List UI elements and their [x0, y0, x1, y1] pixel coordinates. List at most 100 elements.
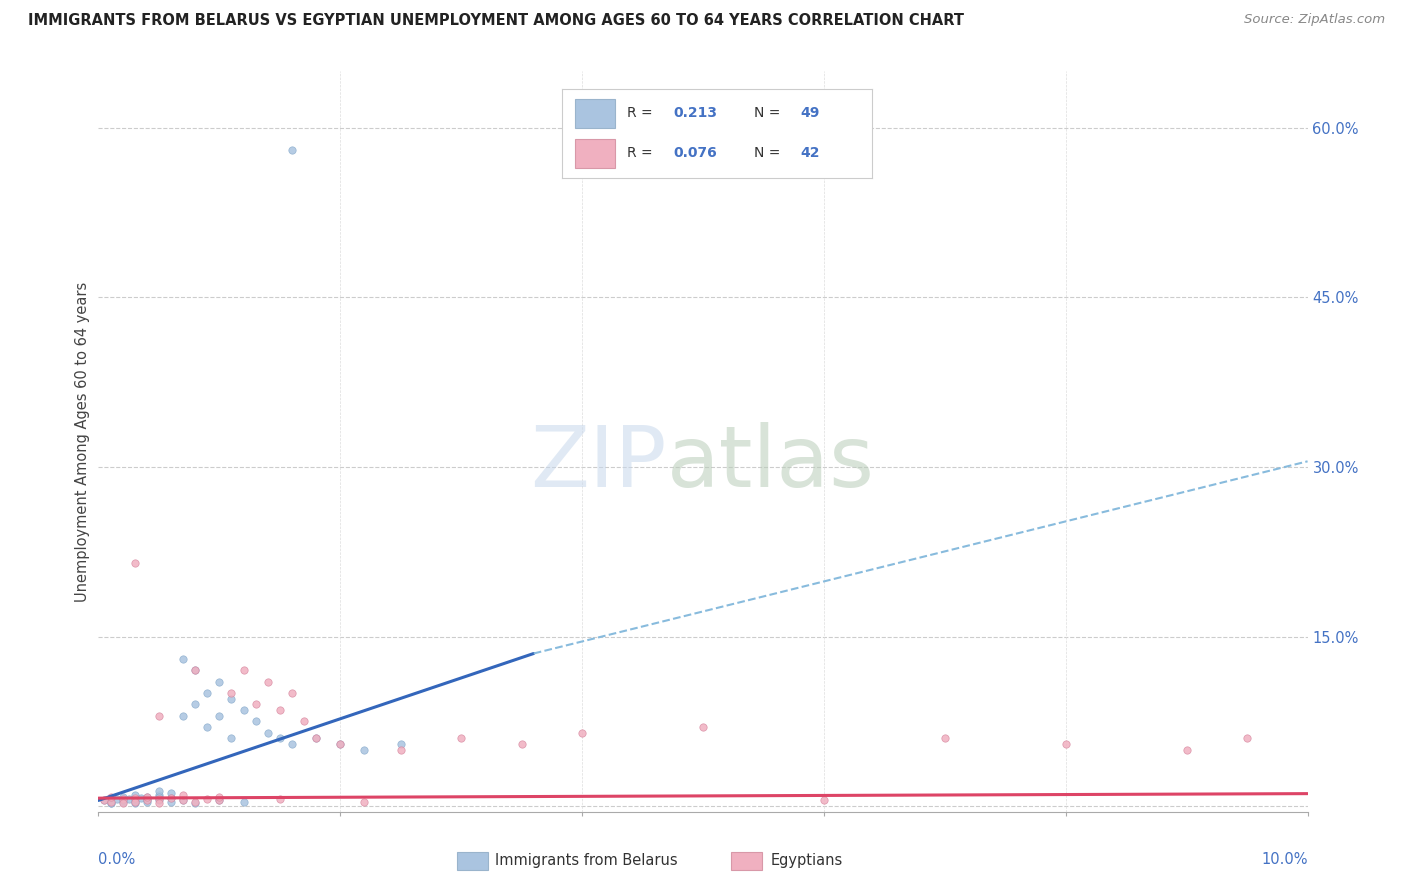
Point	[111, 793, 134, 807]
Point	[305, 731, 328, 746]
Text: atlas: atlas	[666, 422, 875, 505]
Point	[124, 791, 146, 805]
Point	[184, 664, 207, 678]
Point	[148, 792, 170, 806]
Text: N =: N =	[754, 146, 785, 161]
Text: 0.076: 0.076	[673, 146, 717, 161]
Point	[305, 731, 328, 746]
Point	[100, 796, 122, 810]
Text: IMMIGRANTS FROM BELARUS VS EGYPTIAN UNEMPLOYMENT AMONG AGES 60 TO 64 YEARS CORRE: IMMIGRANTS FROM BELARUS VS EGYPTIAN UNEM…	[28, 13, 965, 29]
Text: 10.0%: 10.0%	[1261, 853, 1308, 867]
Point	[195, 686, 218, 700]
Point	[148, 796, 170, 810]
Text: 0.213: 0.213	[673, 106, 717, 120]
Point	[172, 793, 194, 807]
Point	[1236, 731, 1258, 746]
Point	[245, 698, 267, 712]
Point	[256, 725, 278, 739]
Point	[208, 793, 231, 807]
Text: ZIP: ZIP	[530, 422, 666, 505]
Point	[195, 720, 218, 734]
Point	[124, 788, 146, 802]
Point	[160, 791, 183, 805]
Point	[135, 793, 157, 807]
Point	[172, 793, 194, 807]
Point	[118, 792, 141, 806]
Point	[124, 793, 146, 807]
Point	[135, 790, 157, 805]
Point	[111, 796, 134, 810]
Point	[571, 725, 593, 739]
Point	[1054, 737, 1077, 751]
Point	[245, 714, 267, 729]
Point	[184, 664, 207, 678]
Text: Egyptians: Egyptians	[770, 854, 842, 868]
Point	[172, 788, 194, 802]
Point	[353, 742, 375, 756]
Point	[195, 792, 218, 806]
Text: R =: R =	[627, 146, 658, 161]
Point	[184, 795, 207, 809]
Point	[221, 691, 243, 706]
Point	[281, 686, 304, 700]
Point	[124, 796, 146, 810]
Point	[124, 795, 146, 809]
Point	[160, 785, 183, 799]
Point	[148, 788, 170, 802]
Point	[148, 793, 170, 807]
Text: 0.0%: 0.0%	[98, 853, 135, 867]
Point	[93, 793, 115, 807]
Point	[221, 686, 243, 700]
Text: Source: ZipAtlas.com: Source: ZipAtlas.com	[1244, 13, 1385, 27]
Point	[934, 731, 956, 746]
Point	[124, 795, 146, 809]
Point	[329, 737, 352, 751]
Text: R =: R =	[627, 106, 658, 120]
Point	[100, 791, 122, 805]
Point	[135, 792, 157, 806]
Point	[160, 791, 183, 805]
Y-axis label: Unemployment Among Ages 60 to 64 years: Unemployment Among Ages 60 to 64 years	[75, 281, 90, 602]
Text: 49: 49	[800, 106, 820, 120]
Point	[281, 737, 304, 751]
Point	[208, 674, 231, 689]
Point	[148, 790, 170, 805]
Point	[450, 731, 472, 746]
Point	[329, 737, 352, 751]
Point	[692, 720, 714, 734]
Point	[510, 737, 533, 751]
Point	[100, 796, 122, 810]
Point	[389, 742, 412, 756]
Bar	[575, 139, 614, 168]
Point	[269, 703, 291, 717]
Point	[256, 674, 278, 689]
Point	[111, 790, 134, 805]
Point	[124, 556, 146, 570]
Point	[100, 795, 122, 809]
Point	[172, 708, 194, 723]
Point	[135, 795, 157, 809]
Point	[269, 731, 291, 746]
Point	[105, 792, 128, 806]
Point	[232, 664, 254, 678]
Point	[208, 790, 231, 805]
Point	[208, 793, 231, 807]
Point	[813, 793, 835, 807]
Point	[148, 784, 170, 798]
Point	[353, 795, 375, 809]
Text: N =: N =	[754, 106, 785, 120]
Point	[129, 791, 152, 805]
Point	[93, 793, 115, 807]
Point	[100, 790, 122, 805]
Point	[232, 795, 254, 809]
Point	[221, 731, 243, 746]
Point	[184, 698, 207, 712]
Point	[111, 792, 134, 806]
Point	[208, 708, 231, 723]
Point	[292, 714, 315, 729]
Point	[148, 708, 170, 723]
Point	[172, 652, 194, 666]
Text: 42: 42	[800, 146, 820, 161]
Point	[184, 796, 207, 810]
Point	[111, 795, 134, 809]
